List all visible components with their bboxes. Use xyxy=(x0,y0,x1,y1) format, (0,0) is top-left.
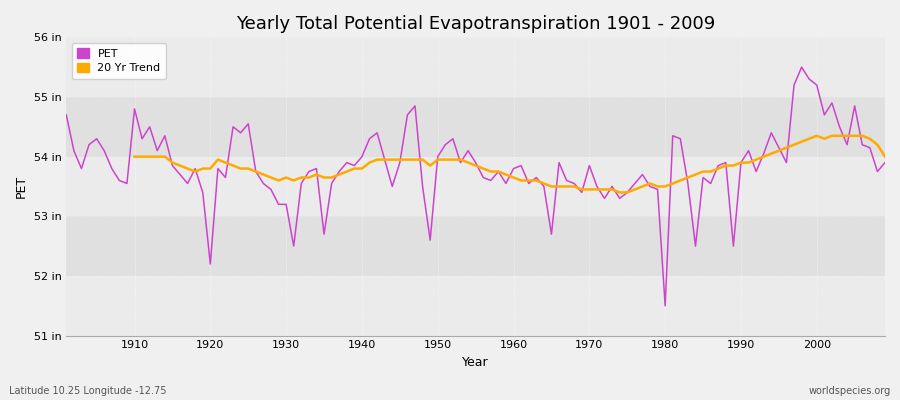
Text: worldspecies.org: worldspecies.org xyxy=(809,386,891,396)
Bar xyxy=(67,97,885,157)
Y-axis label: PET: PET xyxy=(15,175,28,198)
Text: Latitude 10.25 Longitude -12.75: Latitude 10.25 Longitude -12.75 xyxy=(9,386,166,396)
Bar xyxy=(67,216,885,276)
Bar xyxy=(67,37,885,97)
Bar xyxy=(67,276,885,336)
Bar xyxy=(67,157,885,216)
Title: Yearly Total Potential Evapotranspiration 1901 - 2009: Yearly Total Potential Evapotranspiratio… xyxy=(236,15,716,33)
Legend: PET, 20 Yr Trend: PET, 20 Yr Trend xyxy=(72,43,166,79)
X-axis label: Year: Year xyxy=(463,356,489,369)
